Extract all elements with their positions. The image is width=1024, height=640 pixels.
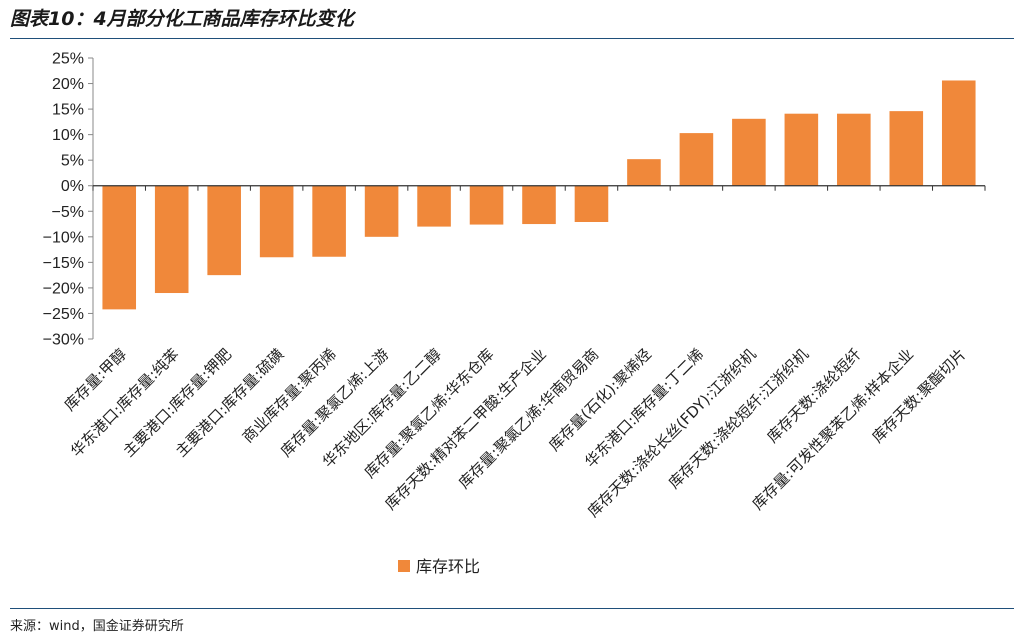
- y-tick-label: 25%: [52, 51, 84, 68]
- category-label: 库存天数:聚酯切片: [868, 345, 969, 446]
- bar: [732, 118, 766, 186]
- bar: [784, 113, 819, 186]
- bar: [837, 113, 871, 186]
- category-labels: 库存量:甲醇华东港口:库存量:纯苯主要港口:库存量:钾肥主要港口:库存量:硫磺商…: [61, 345, 970, 521]
- bar: [679, 133, 714, 186]
- source-note: 来源：wind，国金证券研究所: [10, 619, 184, 634]
- legend: 库存环比: [398, 557, 480, 576]
- y-tick-label: 5%: [61, 153, 84, 170]
- y-tick-label: 10%: [52, 127, 84, 144]
- bar: [154, 185, 189, 294]
- source-divider: [10, 608, 1014, 609]
- bar: [889, 111, 924, 186]
- figure-title: 图表10：4月部分化工商品库存环比变化: [10, 8, 354, 30]
- bar: [417, 185, 451, 227]
- y-tick-label: −15%: [43, 255, 84, 272]
- bar-series: [102, 80, 976, 310]
- legend-label: 库存环比: [416, 557, 480, 576]
- category-label: 商业库存量:聚丙烯: [239, 345, 340, 446]
- y-tick-label: −30%: [43, 332, 84, 349]
- bar: [259, 185, 294, 258]
- bar: [312, 185, 346, 257]
- title-divider: [10, 38, 1014, 39]
- y-tick-label: −20%: [43, 280, 84, 297]
- bar: [364, 185, 399, 237]
- y-tick-label: −10%: [43, 229, 84, 246]
- legend-swatch: [398, 560, 410, 572]
- y-tick-label: 15%: [52, 102, 84, 119]
- x-axis: [92, 185, 986, 191]
- y-axis: −30% −25% −20% −15% −10% −5% 0% 5% 10% 15% 20% 25%: [43, 51, 94, 349]
- bar: [941, 80, 976, 186]
- category-label: 库存量(石化):聚烯烃: [545, 345, 654, 454]
- bar: [522, 185, 556, 225]
- y-tick-label: −25%: [43, 306, 84, 323]
- bar: [102, 185, 137, 310]
- y-tick-label: 0%: [61, 178, 84, 195]
- bar: [574, 185, 609, 222]
- y-tick-label: −5%: [52, 204, 84, 221]
- bar-chart: −30%−25%−20%−15%−10%−5%0%5%10%15%20%25% …: [43, 51, 986, 576]
- bar: [627, 159, 661, 186]
- category-label: 库存天数:涤纶短纤: [763, 345, 864, 446]
- y-tick-label: 20%: [52, 76, 84, 93]
- bar: [207, 185, 241, 276]
- bar: [469, 185, 504, 225]
